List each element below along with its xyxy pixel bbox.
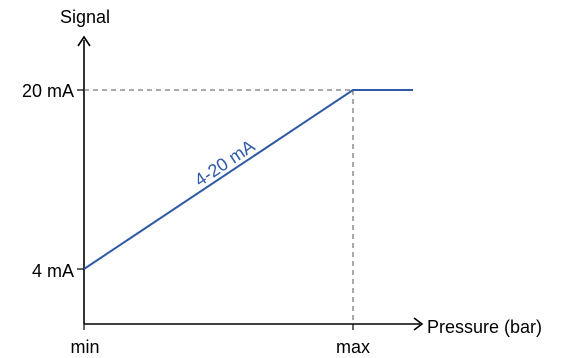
y-axis-label: Signal bbox=[60, 7, 110, 27]
y-axis-arrowhead bbox=[77, 35, 91, 47]
axes bbox=[77, 35, 424, 331]
y-tick-label-20ma: 20 mA bbox=[22, 81, 74, 101]
x-tick-label-max: max bbox=[336, 337, 370, 357]
y-tick-label-4ma: 4 mA bbox=[32, 261, 74, 281]
reference-lines bbox=[84, 89, 354, 324]
x-axis-arrowhead bbox=[413, 317, 424, 331]
series-layer bbox=[83, 89, 413, 270]
series-label: 4-20 mA bbox=[191, 136, 259, 191]
x-tick-label-min: min bbox=[70, 337, 99, 357]
series-line-4-20ma bbox=[83, 89, 413, 270]
x-axis-label: Pressure (bar) bbox=[427, 317, 542, 337]
